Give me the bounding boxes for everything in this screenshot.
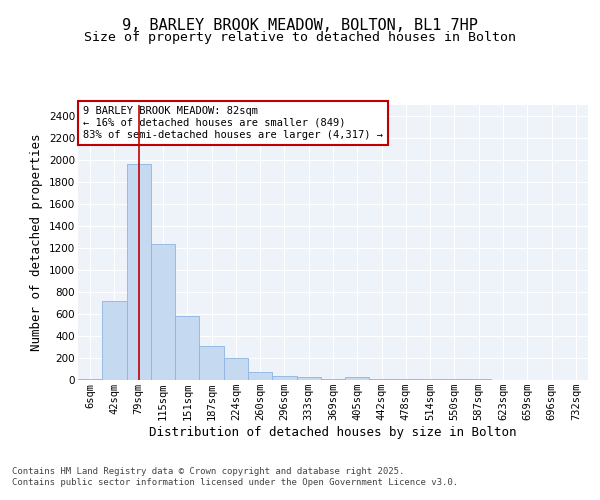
Bar xyxy=(224,358,248,380)
Bar xyxy=(272,376,296,380)
Bar xyxy=(127,164,151,380)
Y-axis label: Number of detached properties: Number of detached properties xyxy=(31,134,43,351)
Bar xyxy=(102,301,127,380)
Bar xyxy=(151,244,175,380)
Text: Contains HM Land Registry data © Crown copyright and database right 2025.
Contai: Contains HM Land Registry data © Crown c… xyxy=(12,468,458,487)
Bar xyxy=(296,376,321,380)
Bar xyxy=(321,379,345,380)
Bar xyxy=(199,346,224,380)
Text: 9 BARLEY BROOK MEADOW: 82sqm
← 16% of detached houses are smaller (849)
83% of s: 9 BARLEY BROOK MEADOW: 82sqm ← 16% of de… xyxy=(83,106,383,140)
Bar xyxy=(345,376,370,380)
Bar xyxy=(78,379,102,380)
X-axis label: Distribution of detached houses by size in Bolton: Distribution of detached houses by size … xyxy=(149,426,517,439)
Bar xyxy=(248,372,272,380)
Text: 9, BARLEY BROOK MEADOW, BOLTON, BL1 7HP: 9, BARLEY BROOK MEADOW, BOLTON, BL1 7HP xyxy=(122,18,478,32)
Bar xyxy=(370,379,394,380)
Text: Size of property relative to detached houses in Bolton: Size of property relative to detached ho… xyxy=(84,31,516,44)
Bar xyxy=(175,316,199,380)
